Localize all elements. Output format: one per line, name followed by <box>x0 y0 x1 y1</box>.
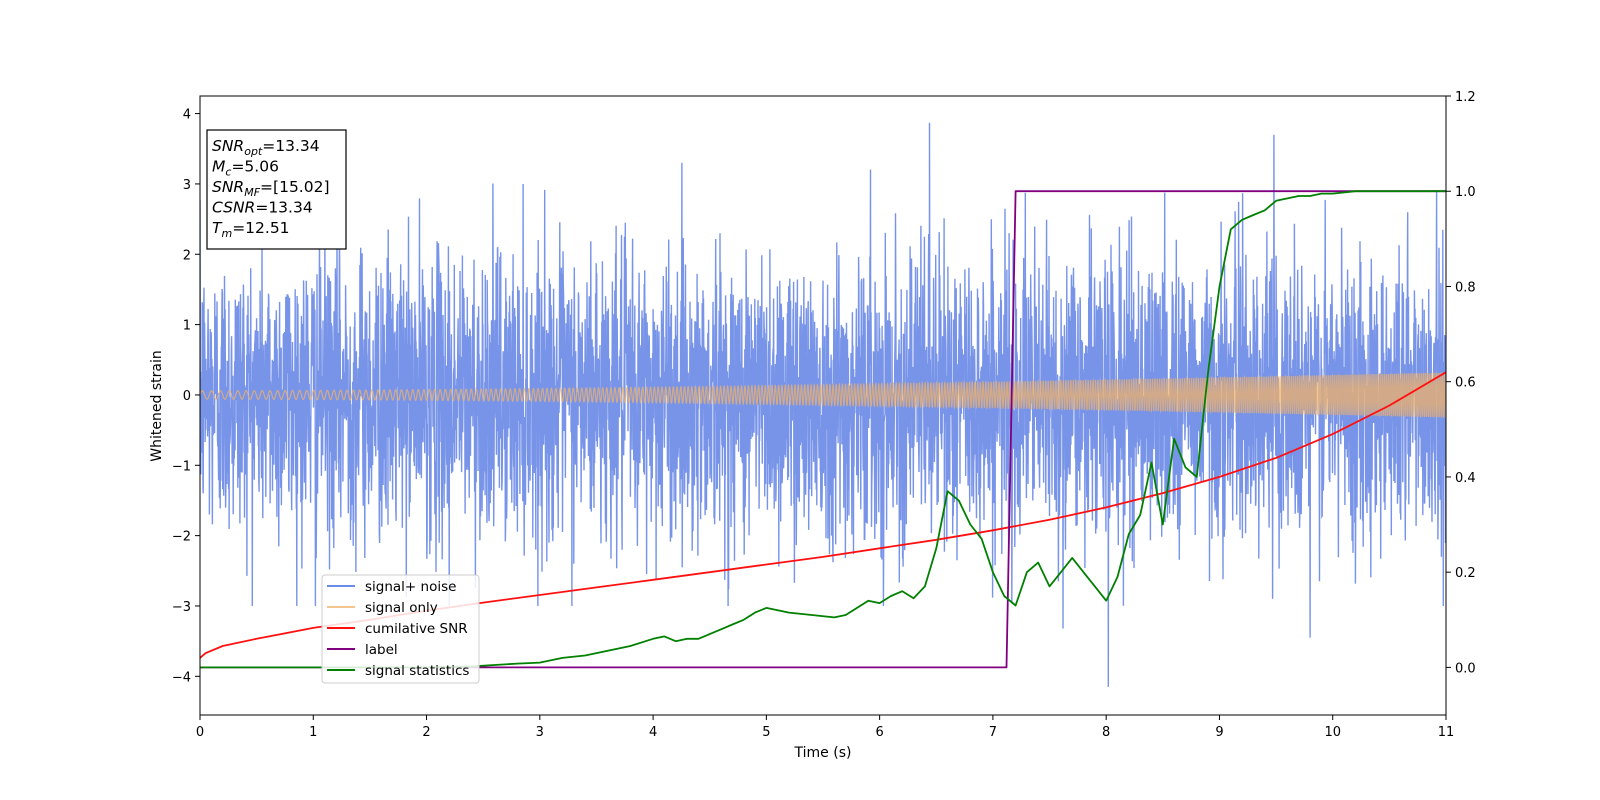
series-signal-statistics <box>200 190 1446 669</box>
x-tick-label: 5 <box>762 725 770 740</box>
annotation-value: =13.34 <box>262 137 319 155</box>
legend: signal+ noise signal only cumilative SNR la… <box>321 574 480 684</box>
series-cumulative-snr <box>200 371 1446 659</box>
legend-frame <box>321 574 480 684</box>
annotation-line: Tm=12.51 <box>212 219 290 240</box>
x-tick-label: 4 <box>649 725 657 740</box>
y-tick-label: 2 <box>183 248 191 263</box>
y-tick-label: 1 <box>183 319 191 334</box>
annotation-line: SNRMF=[15.02] <box>212 178 330 199</box>
x-tick-label: 7 <box>989 725 997 740</box>
y2-tick-label: 1.0 <box>1455 185 1476 200</box>
annotation-line: Mc=5.06 <box>212 158 279 179</box>
plot-frame <box>199 95 1447 716</box>
series-signal-only <box>200 372 1446 419</box>
y-tick-label: 0 <box>183 389 191 404</box>
y-tick-label: −3 <box>172 600 191 615</box>
y-tick-label: 3 <box>183 178 191 193</box>
y2-tick-label: 0.0 <box>1455 661 1476 676</box>
legend-entry: cumilative SNR <box>365 621 468 637</box>
y-axis-right: 0.0 0.2 0.4 0.6 0.8 1.0 1.2 <box>1446 90 1476 676</box>
annotation-line: CSNR=13.34 <box>212 199 313 217</box>
annotation-variable: SNR <box>212 178 244 196</box>
annotation-subscript: m <box>221 227 232 240</box>
annotation-box: SNRopt=13.34Mc=5.06SNRMF=[15.02]CSNR=13.… <box>206 129 347 250</box>
annotation-subscript: opt <box>244 145 263 158</box>
annotation-subscript: c <box>225 166 231 179</box>
annotation-value: =12.51 <box>232 219 289 237</box>
x-tick-label: 8 <box>1102 725 1110 740</box>
y-tick-label: −2 <box>172 530 191 545</box>
y-tick-label: −1 <box>172 459 191 474</box>
annotation-variable: SNR <box>212 137 244 155</box>
x-tick-label: 0 <box>196 725 204 740</box>
series-label <box>200 190 1446 669</box>
y-tick-label: 4 <box>183 108 191 123</box>
x-tick-label: 2 <box>422 725 430 740</box>
x-tick-label: 6 <box>875 725 883 740</box>
y2-tick-label: 0.8 <box>1455 280 1476 295</box>
x-axis-label: Time (s) <box>794 745 852 761</box>
annotation-variable: T <box>212 219 223 237</box>
x-tick-label: 3 <box>536 725 544 740</box>
y2-tick-label: 1.2 <box>1455 90 1476 105</box>
legend-entry: signal statistics <box>365 663 469 679</box>
annotation-value: =5.06 <box>231 158 279 176</box>
x-tick-label: 10 <box>1324 725 1341 740</box>
legend-entry: signal only <box>365 600 438 616</box>
annotation-variable: M <box>212 158 225 176</box>
y-tick-label: −4 <box>172 670 191 685</box>
annotation-variable: CSNR <box>212 199 255 217</box>
annotation-subscript: MF <box>244 186 260 199</box>
y2-tick-label: 0.2 <box>1455 566 1476 581</box>
x-tick-label: 9 <box>1215 725 1223 740</box>
legend-entry: signal+ noise <box>365 579 456 595</box>
legend-entry: label <box>365 642 398 658</box>
annotation-line: SNRopt=13.34 <box>212 137 320 158</box>
x-tick-label: 11 <box>1438 725 1455 740</box>
annotation-frame <box>206 129 347 250</box>
y-axis-label: Whitened strain <box>149 350 165 461</box>
y-axis-left: −4 −3 −2 −1 0 1 2 3 4 <box>172 108 200 685</box>
annotation-value: =[15.02] <box>260 178 329 196</box>
x-axis: 0 1 2 3 4 5 6 7 8 9 10 11 <box>196 715 1454 740</box>
y2-tick-label: 0.6 <box>1455 376 1476 391</box>
series-signal-noise <box>200 122 1446 687</box>
y2-tick-label: 0.4 <box>1455 471 1476 486</box>
annotation-value: =13.34 <box>255 199 312 217</box>
series-layer <box>200 122 1446 687</box>
x-tick-label: 1 <box>309 725 317 740</box>
